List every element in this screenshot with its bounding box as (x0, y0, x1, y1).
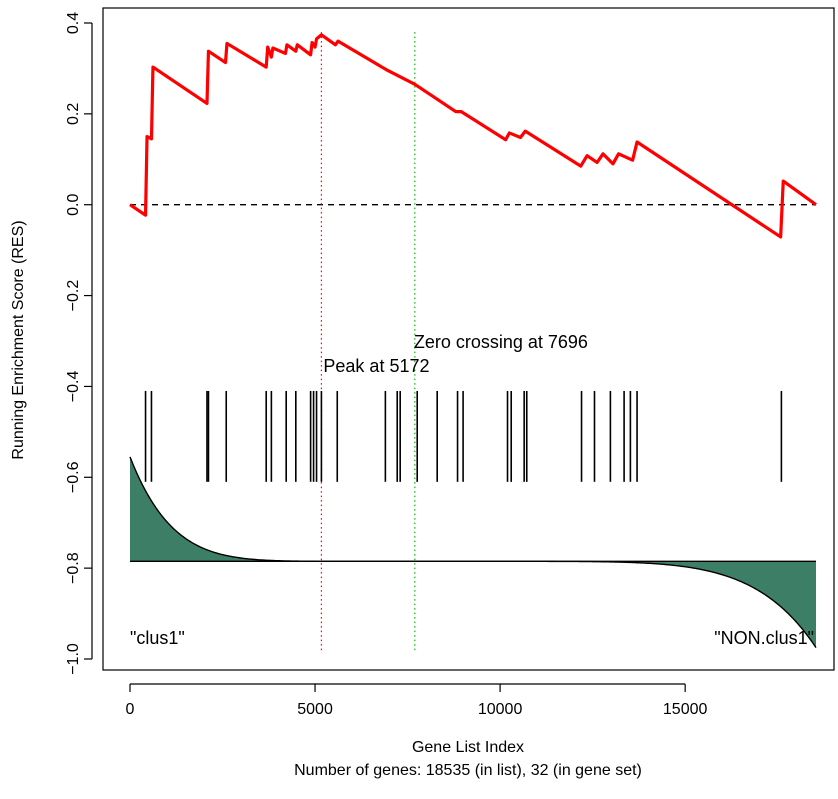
x-tick-label: 0 (126, 701, 135, 718)
y-tick-label: −0.6 (65, 461, 82, 493)
guide-lines-layer (130, 32, 816, 653)
y-tick-label: −0.2 (65, 280, 82, 312)
y-tick-label: −0.8 (65, 552, 82, 584)
res-layer (129, 33, 817, 239)
res-line (129, 33, 817, 239)
y-tick-label: 0.2 (65, 103, 82, 125)
y-tick-label: 0.0 (65, 193, 82, 215)
ranked-metric-area (130, 456, 816, 648)
y-axis-title: Running Enrichment Score (RES) (10, 220, 27, 459)
gene-set-hits-layer (144, 390, 783, 482)
x-tick-label: 15000 (663, 701, 708, 718)
phenotype-right-label: "NON.clus1" (714, 628, 814, 648)
y-tick-label: 0.4 (65, 12, 82, 34)
y-tick-label: −0.4 (65, 371, 82, 403)
plot-frame (102, 7, 835, 671)
ranked-metric-curve (129, 456, 817, 649)
phenotype-left-label: "clus1" (130, 628, 185, 648)
y-tick-label: −1.0 (65, 643, 82, 675)
zero-crossing-label: Zero crossing at 7696 (414, 332, 588, 352)
x-tick-label: 10000 (478, 701, 523, 718)
x-axis-title: Gene List Index (412, 739, 524, 756)
ranked-metric-layer (129, 456, 817, 649)
x-axis-subtitle: Number of genes: 18535 (in list), 32 (in… (294, 762, 642, 779)
y-axis: −1.0 −0.8 −0.6 −0.4 −0.2 0.0 0.2 0.4 (65, 12, 93, 675)
x-axis: 0 5000 10000 15000 (126, 683, 708, 718)
x-tick-label: 5000 (297, 701, 333, 718)
peak-label: Peak at 5172 (323, 356, 429, 376)
